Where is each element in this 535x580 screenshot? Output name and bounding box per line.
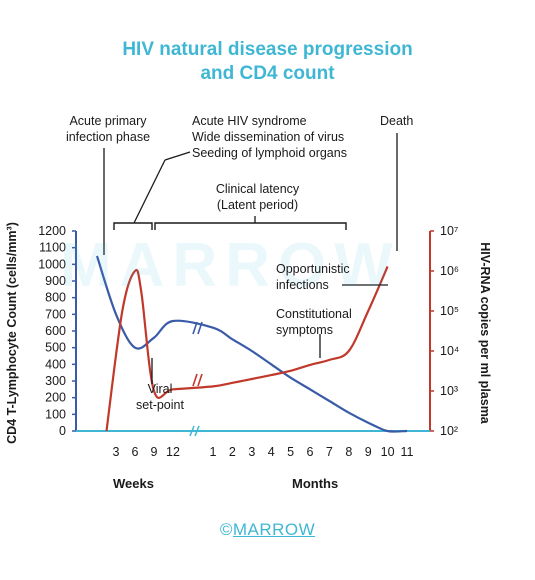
constitutional-symptoms-label: Constitutional symptoms (276, 306, 352, 338)
acute-primary-label: Acute primary infection phase (48, 113, 168, 145)
x-tick-label-months: 3 (248, 445, 255, 459)
x-axis-months-label: Months (292, 476, 338, 492)
y-left-tick-label: 500 (45, 341, 66, 355)
x-tick-label-weeks: 12 (166, 445, 180, 459)
x-axis-weeks-label: Weeks (113, 476, 154, 492)
footer-brand: ©MARROW (0, 520, 535, 540)
x-tick-label-months: 2 (229, 445, 236, 459)
opportunistic-infections-label: Opportunistic infections (276, 261, 350, 293)
x-tick-label-months: 4 (268, 445, 275, 459)
x-tick-label-weeks: 9 (150, 445, 157, 459)
x-tick-label-months: 6 (307, 445, 314, 459)
y-axis-left-label: CD4 T-Lymphocyte Count (cells/mm³) (5, 213, 19, 453)
acute-syndrome-leader-line (134, 160, 165, 223)
x-tick-label-months: 7 (326, 445, 333, 459)
acute-syndrome-label: Acute HIV syndrome Wide dissemination of… (192, 113, 347, 161)
y-left-tick-label: 600 (45, 324, 66, 338)
y-right-tick-label: 10⁵ (440, 304, 459, 318)
latency-bracket (155, 223, 346, 230)
x-tick-label-months: 11 (401, 445, 414, 459)
acute-syndrome-leader-line (165, 152, 190, 160)
y-left-tick-label: 200 (45, 391, 66, 405)
x-tick-label-months: 10 (381, 445, 395, 459)
y-left-tick-label: 100 (45, 407, 66, 421)
x-tick-label-months: 9 (365, 445, 372, 459)
death-label: Death (380, 113, 413, 129)
clinical-latency-label: Clinical latency (Latent period) (190, 181, 325, 213)
viral-set-point-label: Viral set-point (120, 381, 200, 413)
x-tick-label-weeks: 3 (113, 445, 120, 459)
x-tick-label-months: 8 (345, 445, 352, 459)
x-tick-label-weeks: 6 (132, 445, 139, 459)
y-axis-right-label: HIV-RNA copies per ml plasma (478, 233, 492, 433)
y-right-tick-label: 10⁷ (440, 224, 459, 238)
y-right-tick-label: 10² (440, 424, 458, 438)
acute-phase-bracket (114, 223, 152, 230)
chart-title-line1: HIV natural disease progression (0, 38, 535, 62)
y-left-tick-label: 700 (45, 307, 66, 321)
y-left-tick-label: 0 (59, 424, 66, 438)
y-right-tick-label: 10⁴ (440, 344, 459, 358)
chart-title-line2: and CD4 count (0, 62, 535, 86)
x-tick-label-months: 1 (210, 445, 217, 459)
y-left-tick-label: 400 (45, 357, 66, 371)
y-left-tick-label: 300 (45, 374, 66, 388)
y-right-tick-label: 10⁶ (440, 264, 459, 278)
y-right-tick-label: 10³ (440, 384, 458, 398)
x-tick-label-months: 5 (287, 445, 294, 459)
